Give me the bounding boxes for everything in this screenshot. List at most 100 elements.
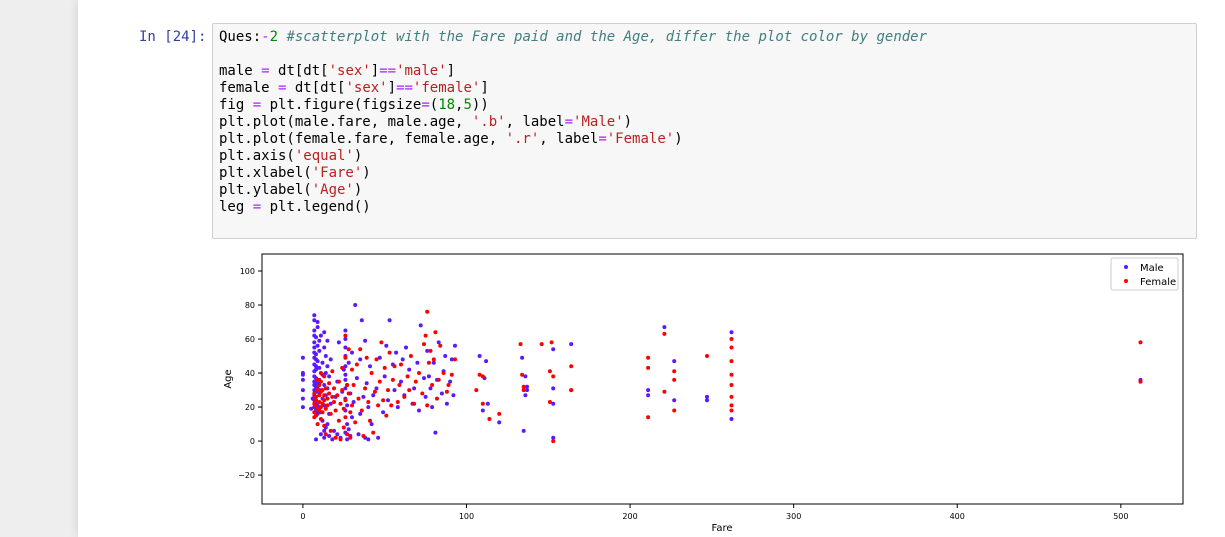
male-point (412, 386, 417, 391)
male-point (315, 343, 320, 348)
code-token: ) (674, 131, 683, 147)
y-tick-label: 100 (240, 267, 255, 276)
female-point (325, 396, 330, 401)
male-point (662, 325, 667, 330)
code-token: plt.legend() (261, 199, 371, 215)
male-point (315, 359, 320, 364)
male-point (345, 422, 350, 427)
male-point (364, 381, 369, 386)
female-point (412, 401, 417, 406)
code-line (219, 46, 927, 63)
x-tick-label: 400 (950, 512, 965, 521)
male-point (384, 343, 389, 348)
male-point (322, 330, 327, 335)
male-point (477, 354, 482, 358)
code-line: plt.plot(male.fare, male.age, '.b', labe… (219, 114, 927, 131)
female-point (315, 388, 320, 393)
male-point (444, 401, 449, 406)
code-line: leg = plt.legend() (219, 199, 927, 216)
female-point (328, 428, 333, 433)
female-point (356, 396, 361, 401)
male-point (551, 435, 556, 440)
female-point (518, 342, 523, 347)
female-point (646, 355, 651, 360)
male-point (382, 374, 387, 379)
code-token: ) (623, 114, 633, 130)
female-point (521, 388, 526, 393)
male-point (346, 360, 351, 365)
female-point (1138, 379, 1143, 384)
male-point (350, 350, 354, 355)
male-point (551, 347, 556, 352)
male-point (335, 432, 340, 437)
female-point (323, 432, 328, 437)
male-point (485, 401, 490, 406)
male-point (350, 415, 354, 420)
male-point (300, 405, 305, 410)
female-point (672, 369, 677, 374)
female-point (320, 388, 325, 393)
code-token: = (278, 80, 287, 96)
code-token: )) (471, 97, 489, 113)
female-point (322, 423, 327, 428)
male-point (520, 355, 525, 360)
female-point (350, 367, 354, 372)
female-point (417, 371, 421, 375)
code-token: 'equal' (294, 148, 354, 164)
female-point (379, 340, 384, 345)
female-point (343, 398, 348, 403)
female-point (368, 418, 372, 423)
female-point (729, 372, 734, 377)
female-point (346, 391, 351, 396)
code-token: == (396, 80, 413, 96)
male-point (523, 374, 528, 379)
female-point (377, 379, 382, 384)
female-point (405, 374, 410, 379)
female-point (338, 437, 343, 442)
code-token: = (564, 114, 574, 130)
code-token: ) (362, 165, 371, 181)
code-token: 'Fare' (311, 165, 363, 181)
plot-marks (300, 303, 1143, 444)
female-point (436, 377, 441, 382)
female-point (332, 386, 336, 391)
female-point (521, 384, 526, 389)
scatter-plot: 0 100 200 300 400 500 −20 0 20 40 60 80 100 Fare Age… (223, 253, 1184, 534)
female-point (336, 418, 341, 423)
female-point (430, 383, 435, 387)
code-token: - (261, 29, 270, 45)
male-point (320, 360, 325, 365)
female-point (386, 388, 390, 393)
female-point (420, 391, 425, 396)
code-cell-input[interactable]: Ques:-2 #scatterplot with the Fare paid … (212, 23, 1197, 239)
female-point (366, 400, 371, 404)
y-tick-label: 20 (245, 403, 255, 412)
code-token: dt[dt[ (269, 63, 329, 79)
code-line: fig = plt.figure(figsize=(18,5)) (219, 97, 927, 114)
code-token: , label (505, 114, 565, 130)
female-point (474, 388, 479, 393)
female-point (336, 379, 341, 384)
male-point (449, 357, 454, 362)
female-point (729, 337, 734, 341)
male-point (392, 388, 397, 393)
female-point (317, 408, 322, 413)
male-point (312, 340, 317, 345)
male-point (361, 394, 366, 399)
female-point (333, 435, 338, 440)
female-point (341, 425, 346, 430)
female-point (402, 394, 407, 399)
code-token: '.r' (505, 131, 540, 147)
female-point (729, 383, 734, 387)
female-point (332, 400, 336, 404)
male-point (314, 437, 318, 442)
female-point (487, 417, 492, 421)
female-point (340, 388, 345, 393)
female-point (330, 369, 335, 374)
female-point (354, 362, 359, 367)
male-point (300, 388, 305, 393)
code-editor[interactable]: Ques:-2 #scatterplot with the Fare paid … (219, 29, 927, 216)
code-token: #scatterplot with the Fare paid and the … (286, 29, 928, 45)
male-point (425, 348, 430, 353)
female-point (480, 374, 485, 379)
